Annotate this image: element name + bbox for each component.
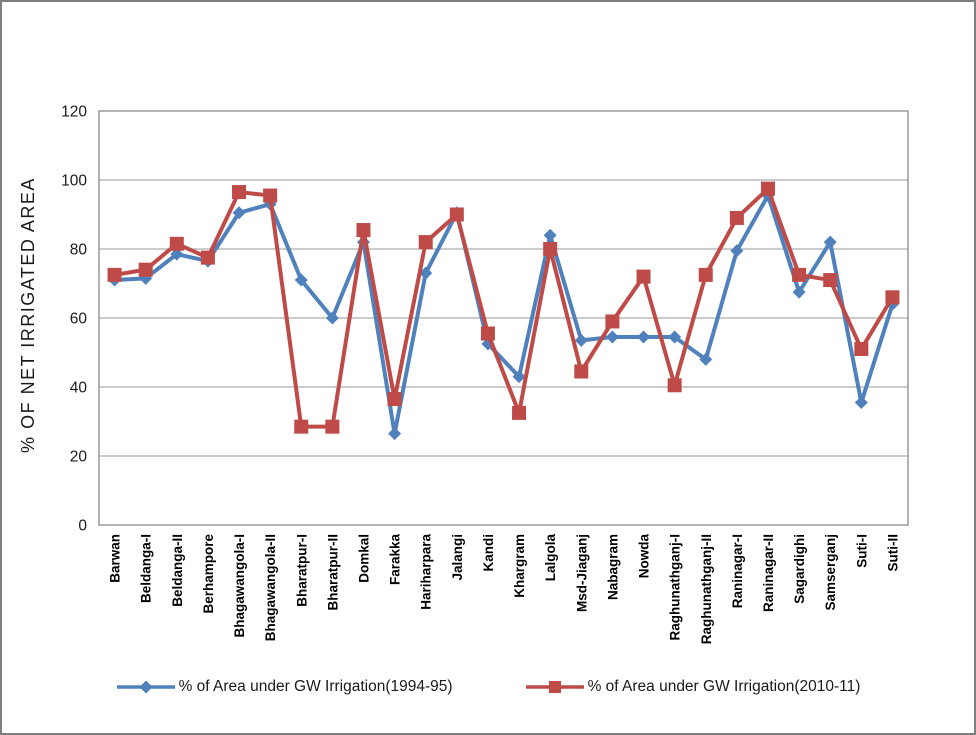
- data-point-square: [325, 419, 340, 434]
- y-tick-label: 60: [70, 311, 88, 328]
- x-category-label: Bharatpur-II: [325, 534, 340, 611]
- x-category-label: Bhagawangola-I: [232, 534, 247, 638]
- data-point-square: [200, 250, 215, 265]
- data-point-square: [543, 242, 558, 256]
- data-point-square: [792, 267, 807, 282]
- data-point-diamond: [854, 396, 868, 410]
- legend-square-marker-icon: [525, 681, 584, 693]
- legend-label-2010-11: % of Area under GW Irrigation(2010-11): [587, 678, 861, 695]
- y-tick-label: 40: [70, 380, 88, 397]
- data-point-square: [636, 269, 651, 284]
- x-category-label: Raninagar-I: [730, 534, 745, 608]
- x-category-label: Raninagar-II: [761, 534, 776, 612]
- data-point-square: [512, 405, 527, 420]
- x-category-label: Suti-I: [854, 534, 869, 568]
- data-point-square: [729, 210, 744, 225]
- data-point-diamond: [512, 370, 526, 384]
- data-point-diamond: [823, 235, 837, 249]
- chart-legend: % of Area under GW Irrigation(1994-95) %…: [2, 678, 974, 696]
- x-category-label: Beldanga-I: [139, 534, 154, 603]
- data-point-square: [418, 235, 433, 250]
- data-point-square: [138, 262, 153, 277]
- data-point-diamond: [419, 266, 433, 280]
- legend-entry-2010-11: % of Area under GW Irrigation(2010-11): [525, 678, 861, 696]
- data-point-square: [854, 342, 869, 357]
- data-point-diamond: [792, 285, 806, 299]
- data-point-square: [356, 223, 371, 238]
- x-category-label: Domkal: [356, 534, 371, 583]
- y-tick-label: 0: [78, 518, 87, 535]
- x-category-label: Raghunathganj-II: [699, 534, 714, 644]
- legend-label-1994-95: % of Area under GW Irrigation(1994-95): [178, 678, 453, 695]
- legend-diamond-marker-icon: [116, 680, 175, 694]
- data-point-square: [574, 364, 589, 379]
- y-tick-label: 20: [70, 449, 88, 466]
- data-point-square: [667, 378, 682, 393]
- data-point-diamond: [668, 330, 682, 344]
- data-point-diamond: [574, 333, 588, 347]
- data-point-square: [169, 236, 184, 251]
- data-point-diamond: [730, 244, 744, 258]
- x-category-label: Raghunathganj-I: [668, 534, 683, 641]
- x-category-label: Msd-Jiaganj: [574, 534, 589, 612]
- data-point-square: [232, 185, 247, 200]
- x-category-label: Nabagram: [605, 534, 620, 600]
- data-point-square: [698, 267, 713, 282]
- data-point-square: [387, 392, 402, 407]
- x-category-label: Jalangi: [450, 534, 465, 581]
- data-point-square: [294, 419, 309, 434]
- y-tick-label: 80: [70, 242, 88, 259]
- legend-entry-1994-95: % of Area under GW Irrigation(1994-95): [116, 678, 453, 696]
- data-point-diamond: [170, 247, 184, 261]
- data-point-square: [823, 273, 838, 288]
- x-category-label: Barwan: [108, 534, 123, 583]
- x-category-label: Beldanga-II: [170, 534, 185, 607]
- data-point-square: [107, 267, 122, 282]
- data-point-diamond: [543, 228, 557, 242]
- x-category-label: Nowda: [637, 534, 652, 579]
- data-point-square: [760, 181, 775, 196]
- data-point-diamond: [605, 330, 619, 344]
- x-category-label: Khargram: [512, 534, 527, 598]
- x-category-label: Hariharpara: [419, 534, 434, 610]
- x-category-label: Farakka: [388, 534, 403, 586]
- data-point-square: [605, 314, 620, 329]
- y-tick-label: 100: [61, 173, 87, 190]
- data-point-square: [480, 326, 495, 341]
- x-category-label: Sagardighi: [792, 534, 807, 604]
- data-point-diamond: [232, 206, 246, 220]
- data-point-square: [885, 290, 900, 305]
- x-category-label: Bhagawangola-II: [263, 534, 278, 641]
- x-category-label: Bharatpur-I: [294, 534, 309, 607]
- data-point-diamond: [699, 352, 713, 366]
- data-point-square: [449, 207, 464, 222]
- data-point-diamond: [325, 311, 339, 325]
- y-tick-label: 120: [61, 104, 87, 121]
- x-category-label: Samserganj: [823, 534, 838, 611]
- series-line-0: [112, 193, 895, 436]
- x-category-label: Suti-II: [885, 534, 900, 572]
- data-point-square: [263, 188, 278, 203]
- data-point-diamond: [637, 330, 651, 344]
- x-category-label: Berhampore: [201, 534, 216, 614]
- x-category-label: Kandi: [481, 534, 496, 572]
- data-point-diamond: [388, 427, 402, 441]
- x-category-label: Lalgola: [543, 534, 558, 582]
- plot-area-border: [98, 110, 909, 526]
- data-point-diamond: [294, 273, 308, 287]
